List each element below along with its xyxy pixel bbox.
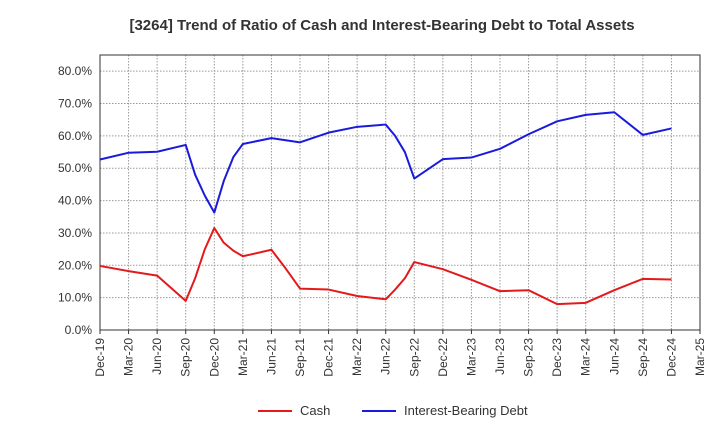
x-tick-label: Jun-21 [264,338,278,375]
y-tick-label: 40.0% [58,194,92,208]
legend-label: Interest-Bearing Debt [404,403,528,418]
y-tick-label: 80.0% [58,64,92,78]
y-tick-label: 70.0% [58,97,92,111]
x-tick-label: Mar-20 [122,338,136,376]
legend-label: Cash [300,403,330,418]
x-tick-label: Dec-23 [550,338,564,377]
x-tick-label: Dec-21 [322,338,336,377]
y-tick-label: 0.0% [65,323,93,337]
series-line-interest-bearing-debt [99,111,672,214]
x-tick-label: Jun-20 [150,338,164,375]
x-tick-label: Jun-24 [607,338,621,375]
legend-item-cash: Cash [258,403,330,418]
legend-item-interest-bearing-debt: Interest-Bearing Debt [362,403,528,418]
x-tick-label: Dec-19 [93,338,107,377]
y-tick-label: 20.0% [58,258,92,272]
plot-frame [99,54,701,331]
x-tick-label: Dec-22 [436,338,450,377]
series-line-cash [99,227,672,306]
x-tick-label: Mar-23 [464,338,478,376]
x-tick-label: Mar-22 [350,338,364,376]
y-tick-label: 50.0% [58,161,92,175]
x-tick-label: Jun-22 [379,338,393,375]
series-layer [99,111,672,306]
y-tick-label: 60.0% [58,129,92,143]
x-tick-label: Dec-20 [207,338,221,377]
legend: Cash Interest-Bearing Debt [258,403,528,418]
x-tick-label: Sep-23 [522,338,536,377]
x-tick-label: Mar-25 [693,338,707,376]
axes-layer: 0.0% 10.0% 20.0% 30.0% 40.0% 50.0% 60.0% 70.0% 8… [58,54,707,377]
x-tick-label: Sep-21 [293,338,307,377]
y-tick-label: 10.0% [58,291,92,305]
chart-title: [3264] Trend of Ratio of Cash and Intere… [129,17,634,34]
x-tick-label: Mar-21 [236,338,250,376]
x-tick-label: Sep-24 [636,338,650,377]
x-tick-label: Sep-22 [407,338,421,377]
x-tick-label: Dec-24 [664,338,678,377]
x-tick-label: Mar-24 [579,338,593,376]
y-tick-label: 30.0% [58,226,92,240]
x-tick-label: Jun-23 [493,338,507,375]
x-tick-label: Sep-20 [179,338,193,377]
grid-layer [100,55,700,330]
